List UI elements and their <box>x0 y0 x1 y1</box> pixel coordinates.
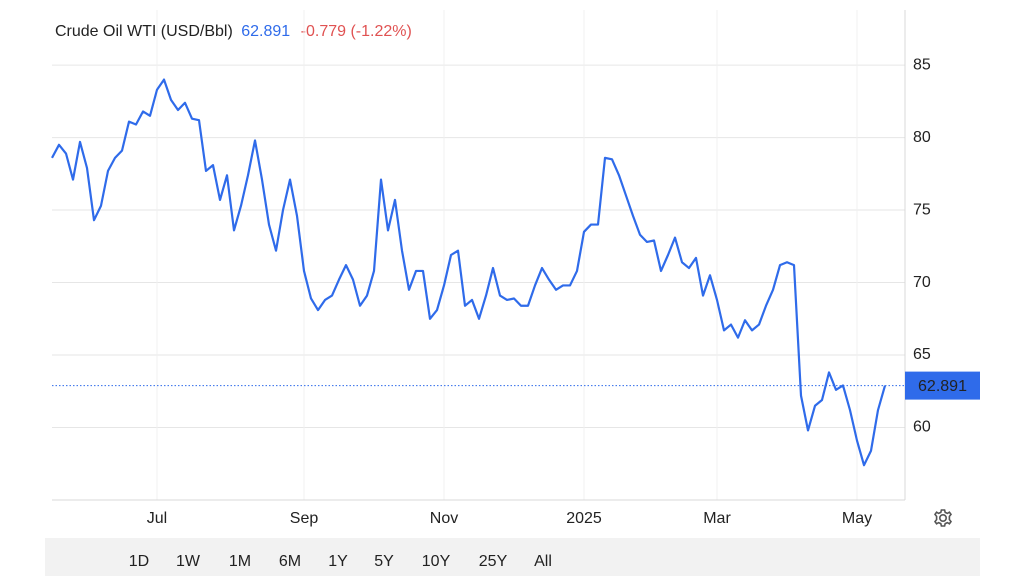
last-price: 62.891 <box>241 23 290 40</box>
y-tick-label: 85 <box>913 56 931 73</box>
range-button[interactable]: 25Y <box>479 553 508 570</box>
x-tick-label: May <box>842 510 872 527</box>
settings-icon[interactable] <box>933 509 953 527</box>
x-tick-label: Nov <box>430 510 458 527</box>
price-line <box>51 78 887 467</box>
range-button[interactable]: 1Y <box>328 553 348 570</box>
range-bar <box>45 538 980 576</box>
range-button[interactable]: 6M <box>279 553 301 570</box>
range-button[interactable]: 5Y <box>374 553 394 570</box>
price-tag <box>905 371 980 400</box>
x-tick-label: Jul <box>147 510 167 527</box>
range-button[interactable]: 10Y <box>422 553 451 570</box>
chart-title: Crude Oil WTI (USD/Bbl) <box>55 23 233 40</box>
range-button[interactable]: 1W <box>176 553 201 570</box>
y-tick-label: 80 <box>913 129 931 146</box>
x-tick-label: 2025 <box>566 510 602 527</box>
y-tick-label: 60 <box>913 419 931 436</box>
y-tick-label: 70 <box>913 274 931 291</box>
y-tick-label: 75 <box>913 201 931 218</box>
range-button[interactable]: All <box>534 553 552 570</box>
header: Crude Oil WTI (USD/Bbl) 62.891 -0.779 (-… <box>55 23 412 40</box>
range-button[interactable]: 1M <box>229 553 251 570</box>
price-change: -0.779 (-1.22%) <box>301 23 412 40</box>
y-tick-label: 65 <box>913 346 931 363</box>
price-tag-label: 62.891 <box>918 378 967 395</box>
x-tick-label: Mar <box>703 510 731 527</box>
range-button[interactable]: 1D <box>129 553 149 570</box>
x-tick-label: Sep <box>290 510 319 527</box>
